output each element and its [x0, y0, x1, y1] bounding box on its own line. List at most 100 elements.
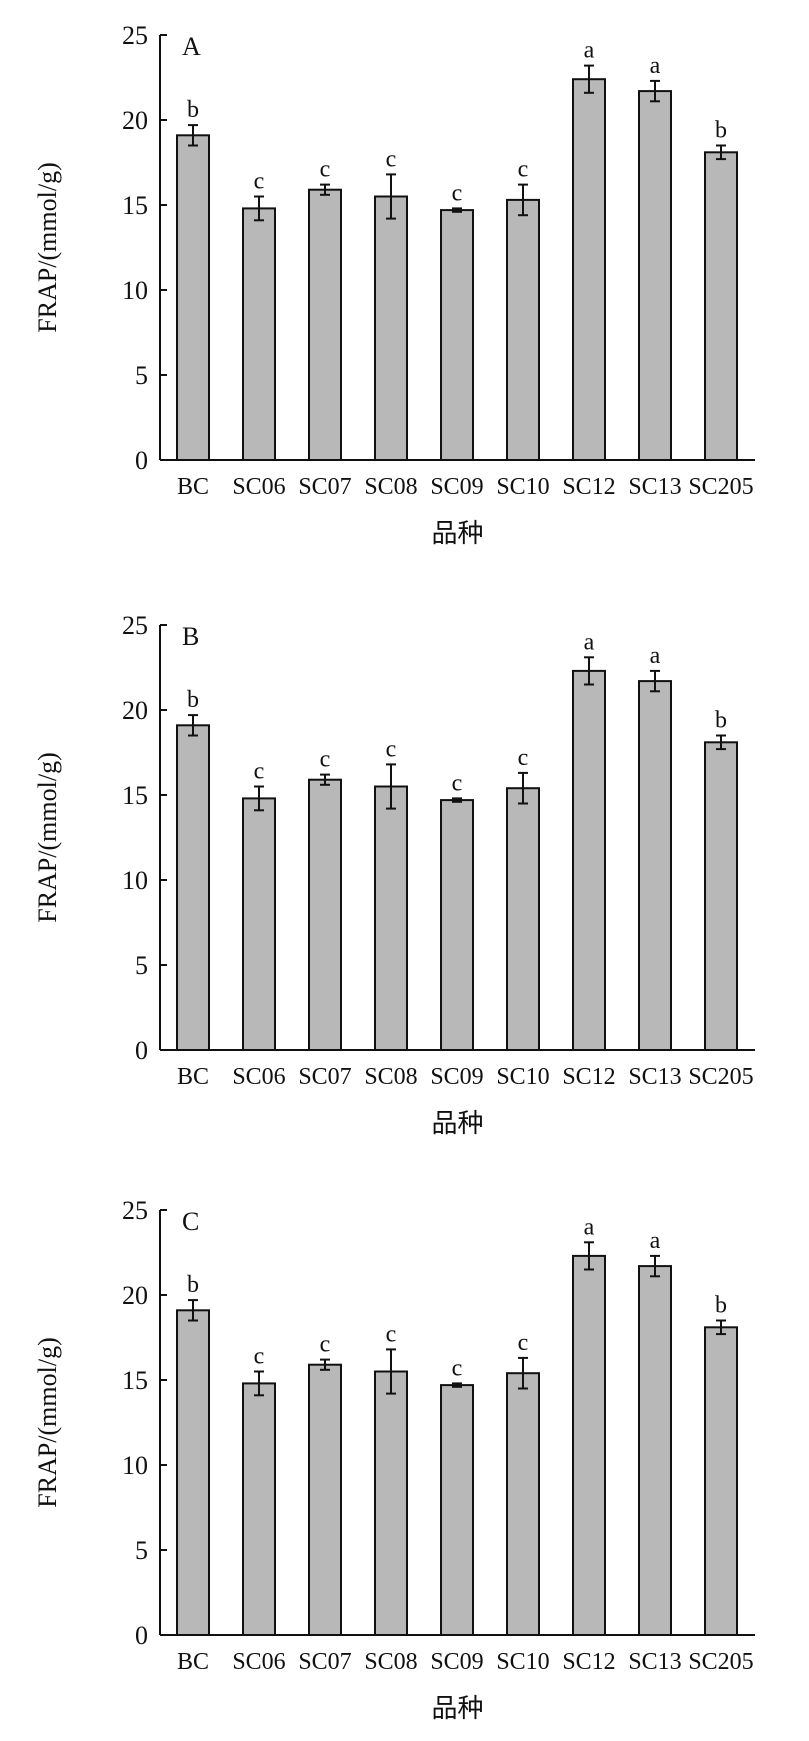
- y-tick-label: 20: [122, 1281, 148, 1310]
- x-tick-label: SC06: [232, 1064, 285, 1090]
- x-tick-label: SC12: [562, 474, 615, 500]
- bar: [374, 1370, 408, 1636]
- significance-label: a: [584, 1214, 595, 1240]
- significance-label: b: [715, 708, 727, 734]
- significance-label: b: [187, 97, 199, 123]
- y-axis-label: FRAP/(mmol/g): [33, 1337, 62, 1507]
- significance-label: c: [518, 157, 529, 183]
- x-axis-label: 品种: [431, 1694, 483, 1724]
- y-tick-label: 0: [135, 1621, 148, 1650]
- y-tick-label: 15: [122, 781, 148, 810]
- bar: [176, 1309, 210, 1637]
- bar: [572, 78, 606, 461]
- bar: [176, 724, 210, 1051]
- bar: [242, 1382, 276, 1637]
- y-tick-label: 10: [122, 276, 148, 305]
- x-tick-label: SC07: [298, 1064, 351, 1090]
- x-tick-label: SC12: [562, 1649, 615, 1675]
- bar: [440, 209, 474, 461]
- x-tick-label: SC08: [364, 1064, 417, 1090]
- x-tick-label: SC12: [562, 1064, 615, 1090]
- y-tick-label: 20: [122, 106, 148, 135]
- y-tick-label: 25: [122, 1196, 148, 1225]
- significance-label: a: [650, 1228, 661, 1254]
- x-tick-label: SC13: [628, 474, 681, 500]
- bar: [506, 1372, 540, 1636]
- significance-label: b: [187, 1272, 199, 1298]
- chart-panel: 0 5 10 15 20 25 B FRAP/(mmol/g) b BC c SC06 c SC07 c SC…: [33, 611, 755, 1139]
- x-tick-label: BC: [177, 474, 209, 500]
- bar: [572, 669, 606, 1052]
- x-tick-label: SC205: [688, 474, 753, 500]
- significance-label: c: [386, 146, 397, 172]
- significance-label: c: [452, 1355, 463, 1381]
- significance-label: c: [452, 770, 463, 796]
- significance-label: c: [386, 736, 397, 762]
- x-tick-label: SC08: [364, 1649, 417, 1675]
- y-tick-label: 25: [122, 611, 148, 640]
- significance-label: c: [254, 759, 265, 785]
- significance-label: a: [650, 53, 661, 79]
- y-tick-label: 0: [135, 446, 148, 475]
- y-axis-label: FRAP/(mmol/g): [33, 752, 62, 922]
- x-tick-label: SC10: [496, 1064, 549, 1090]
- chart-panel: 0 5 10 15 20 25 C FRAP/(mmol/g) b BC c SC06 c SC07 c SC…: [33, 1196, 755, 1724]
- x-tick-label: SC06: [232, 1649, 285, 1675]
- x-tick-label: SC13: [628, 1649, 681, 1675]
- bar: [704, 151, 738, 462]
- panel-label: C: [182, 1207, 199, 1236]
- x-tick-label: BC: [177, 1064, 209, 1090]
- bar: [242, 797, 276, 1052]
- bar: [638, 1265, 672, 1636]
- significance-label: c: [254, 169, 265, 195]
- panel-label: A: [182, 32, 201, 61]
- bar: [308, 1363, 342, 1636]
- y-tick-label: 10: [122, 1451, 148, 1480]
- x-tick-label: SC07: [298, 474, 351, 500]
- x-tick-label: BC: [177, 1649, 209, 1675]
- significance-label: c: [320, 157, 331, 183]
- significance-label: b: [715, 1293, 727, 1319]
- significance-label: a: [584, 629, 595, 655]
- bar: [704, 1326, 738, 1637]
- y-axis-label: FRAP/(mmol/g): [33, 162, 62, 332]
- x-axis-label: 品种: [431, 1109, 483, 1139]
- x-tick-label: SC205: [688, 1064, 753, 1090]
- significance-label: a: [584, 38, 595, 64]
- panel-label: B: [182, 622, 199, 651]
- bar: [176, 134, 210, 462]
- significance-label: c: [518, 1330, 529, 1356]
- bar: [638, 90, 672, 461]
- significance-label: c: [452, 180, 463, 206]
- bar: [374, 785, 408, 1051]
- x-tick-label: SC10: [496, 1649, 549, 1675]
- x-tick-label: SC13: [628, 1064, 681, 1090]
- bar: [506, 198, 540, 461]
- chart-panel: 0 5 10 15 20 25 A FRAP/(mmol/g) b BC c SC06 c SC07 c SC…: [33, 21, 755, 549]
- x-tick-label: SC09: [430, 1649, 483, 1675]
- x-tick-label: SC07: [298, 1649, 351, 1675]
- x-tick-label: SC205: [688, 1649, 753, 1675]
- bar: [638, 680, 672, 1051]
- significance-label: b: [715, 118, 727, 144]
- y-tick-label: 0: [135, 1036, 148, 1065]
- significance-label: c: [320, 1332, 331, 1358]
- significance-label: b: [187, 687, 199, 713]
- y-tick-label: 20: [122, 696, 148, 725]
- significance-label: c: [254, 1344, 265, 1370]
- y-tick-label: 5: [135, 1536, 148, 1565]
- y-tick-label: 15: [122, 1366, 148, 1395]
- y-tick-label: 5: [135, 951, 148, 980]
- x-tick-label: SC09: [430, 474, 483, 500]
- significance-label: c: [386, 1321, 397, 1347]
- x-tick-label: SC09: [430, 1064, 483, 1090]
- bar: [704, 741, 738, 1051]
- y-tick-label: 5: [135, 361, 148, 390]
- y-tick-label: 25: [122, 21, 148, 50]
- bar: [308, 188, 342, 461]
- x-tick-label: SC08: [364, 474, 417, 500]
- bar: [440, 1384, 474, 1636]
- bar: [506, 787, 540, 1051]
- y-tick-label: 10: [122, 866, 148, 895]
